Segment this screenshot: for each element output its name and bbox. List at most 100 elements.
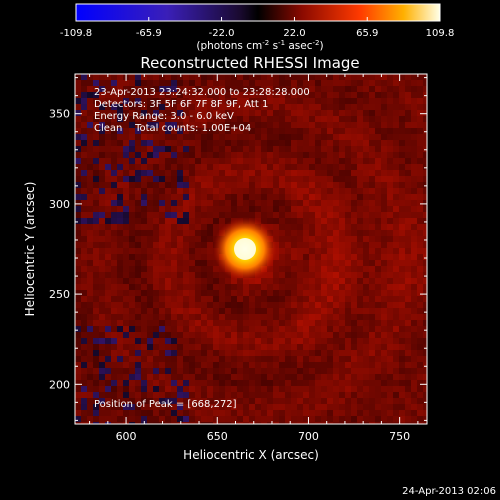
heat-cell: [393, 356, 399, 362]
heat-cell: [321, 404, 327, 410]
heat-cell: [261, 272, 267, 278]
heat-cell: [243, 404, 249, 410]
heat-cell: [357, 326, 363, 332]
heat-cell: [189, 386, 195, 392]
heat-cell: [291, 320, 297, 326]
heat-cell: [387, 350, 393, 356]
heat-cell: [105, 134, 111, 140]
heat-cell: [303, 188, 309, 194]
heat-cell: [189, 182, 195, 188]
heat-cell: [279, 356, 285, 362]
heat-cell: [333, 362, 339, 368]
heat-cell: [165, 272, 171, 278]
heat-cell: [231, 116, 237, 122]
heat-cell: [147, 176, 153, 182]
heat-cell: [285, 236, 291, 242]
heat-cell: [369, 326, 375, 332]
heat-cell: [303, 374, 309, 380]
heat-cell: [111, 362, 117, 368]
heat-cell: [375, 98, 381, 104]
heat-cell: [339, 152, 345, 158]
heat-cell: [375, 398, 381, 404]
heat-cell: [135, 200, 141, 206]
heat-cell: [387, 146, 393, 152]
heat-cell: [405, 266, 411, 272]
heat-cell: [315, 272, 321, 278]
heat-cell: [75, 350, 81, 356]
heat-cell: [135, 278, 141, 284]
heat-cell: [219, 404, 225, 410]
colorbar-tick-label: -65.9: [136, 28, 162, 39]
heat-cell: [195, 290, 201, 296]
heat-cell: [153, 194, 159, 200]
heat-cell: [267, 278, 273, 284]
heat-cell: [393, 158, 399, 164]
heat-cell: [159, 236, 165, 242]
heat-cell: [291, 248, 297, 254]
heat-cell: [117, 158, 123, 164]
heat-cell: [195, 74, 201, 80]
heat-cell: [399, 398, 405, 404]
heat-cell: [393, 110, 399, 116]
heat-cell: [327, 152, 333, 158]
heat-cell: [363, 320, 369, 326]
heat-cell: [417, 200, 423, 206]
heat-cell: [159, 326, 165, 332]
heat-cell: [399, 308, 405, 314]
heat-cell: [363, 206, 369, 212]
heat-cell: [81, 98, 87, 104]
heat-cell: [411, 272, 417, 278]
heat-cell: [153, 128, 159, 134]
heat-cell: [213, 146, 219, 152]
heat-cell: [201, 170, 207, 176]
heat-cell: [165, 242, 171, 248]
heat-cell: [165, 386, 171, 392]
heat-cell: [417, 326, 423, 332]
heat-cell: [327, 254, 333, 260]
heat-cell: [405, 80, 411, 86]
heat-cell: [87, 338, 93, 344]
heat-cell: [237, 206, 243, 212]
heat-cell: [123, 272, 129, 278]
heat-cell: [81, 272, 87, 278]
heat-cell: [267, 266, 273, 272]
heat-cell: [129, 74, 135, 80]
heat-cell: [309, 362, 315, 368]
heat-cell: [135, 416, 141, 422]
heat-cell: [105, 296, 111, 302]
heat-cell: [423, 212, 427, 218]
heat-cell: [417, 212, 423, 218]
heat-cell: [315, 416, 321, 422]
heat-cell: [111, 122, 117, 128]
heat-cell: [375, 230, 381, 236]
heat-cell: [243, 116, 249, 122]
info-line-time: 23-Apr-2013 23:24:32.000 to 23:28:28.000: [94, 87, 310, 98]
heat-cell: [237, 110, 243, 116]
heat-cell: [141, 356, 147, 362]
heat-cell: [411, 296, 417, 302]
heat-cell: [327, 212, 333, 218]
heat-cell: [279, 284, 285, 290]
heat-cell: [129, 230, 135, 236]
y-tick-label: 350: [49, 108, 70, 121]
heat-cell: [333, 122, 339, 128]
heat-cell: [81, 116, 87, 122]
heat-cell: [273, 272, 279, 278]
heat-cell: [279, 80, 285, 86]
heat-cell: [207, 122, 213, 128]
heat-cell: [99, 224, 105, 230]
heat-cell: [333, 188, 339, 194]
heat-cell: [159, 194, 165, 200]
heat-cell: [369, 302, 375, 308]
heat-cell: [285, 374, 291, 380]
heat-cell: [159, 290, 165, 296]
heat-cell: [141, 194, 147, 200]
heat-cell: [171, 296, 177, 302]
heat-cell: [255, 326, 261, 332]
heat-cell: [201, 368, 207, 374]
heat-cell: [129, 422, 135, 424]
x-tick-label: 650: [207, 430, 228, 443]
heat-cell: [351, 74, 357, 80]
heat-cell: [423, 350, 427, 356]
heat-cell: [363, 404, 369, 410]
